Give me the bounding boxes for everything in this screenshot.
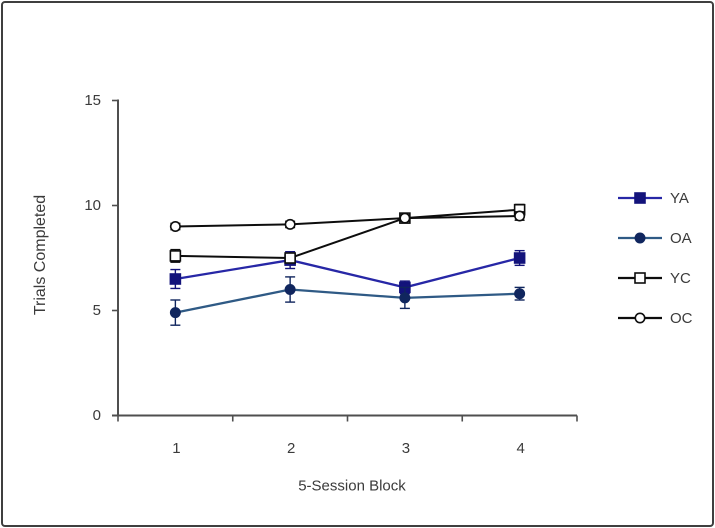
marker-OC-4	[514, 210, 526, 222]
marker-YC-1	[169, 250, 182, 262]
marker-OC-3	[399, 212, 411, 224]
marker-OA-2	[284, 283, 296, 295]
legend-marker-YA-icon	[618, 192, 662, 204]
legend-item-YA: YA	[617, 187, 689, 209]
series-OA	[169, 276, 526, 326]
x-tick-label-3: 3	[401, 440, 411, 457]
y-axis-title: Trials Completed	[32, 194, 49, 316]
legend-label-OA: OA	[670, 229, 692, 247]
marker-YC-2	[284, 252, 296, 264]
x-axis-title: 5-Session Block	[298, 477, 406, 495]
x-tick-label-2: 2	[286, 440, 296, 457]
legend-marker-OA-icon	[618, 232, 662, 244]
legend-item-OA: OA	[617, 227, 692, 249]
x-tick-label-4: 4	[516, 440, 525, 457]
marker-OC-1	[169, 221, 181, 233]
marker-YA-4	[513, 252, 526, 264]
marker-OA-1	[169, 307, 181, 319]
series-line-OA	[175, 288, 520, 314]
y-tick-label-5: 5	[92, 301, 101, 319]
series-OC	[169, 210, 526, 233]
y-tick-label-15: 15	[84, 91, 101, 109]
y-tick-label-0: 0	[92, 406, 101, 424]
series-line-OC	[175, 215, 520, 228]
legend-marker-YC-icon	[618, 272, 662, 284]
legend-label-OC: OC	[670, 309, 693, 327]
legend-item-OC: OC	[617, 307, 693, 329]
x-tick-label-1: 1	[172, 440, 181, 457]
marker-YA-1	[169, 273, 182, 285]
series-YC	[169, 203, 526, 264]
marker-OC-2	[284, 218, 296, 230]
series-line-YA	[175, 256, 520, 289]
legend-label-YA: YA	[670, 189, 689, 207]
series-line-YC	[175, 208, 520, 260]
legend-label-YC: YC	[670, 269, 691, 287]
legend-swatch-YA	[634, 192, 646, 204]
marker-OA-3	[399, 292, 411, 304]
marker-OA-4	[514, 288, 526, 300]
legend-swatch-YC	[634, 272, 646, 284]
y-tick-label-10: 10	[84, 196, 101, 214]
legend-swatch-OC	[634, 312, 646, 324]
legend-swatch-OA	[634, 232, 646, 244]
legend-marker-OC-icon	[618, 312, 662, 324]
legend-item-YC: YC	[617, 267, 691, 289]
